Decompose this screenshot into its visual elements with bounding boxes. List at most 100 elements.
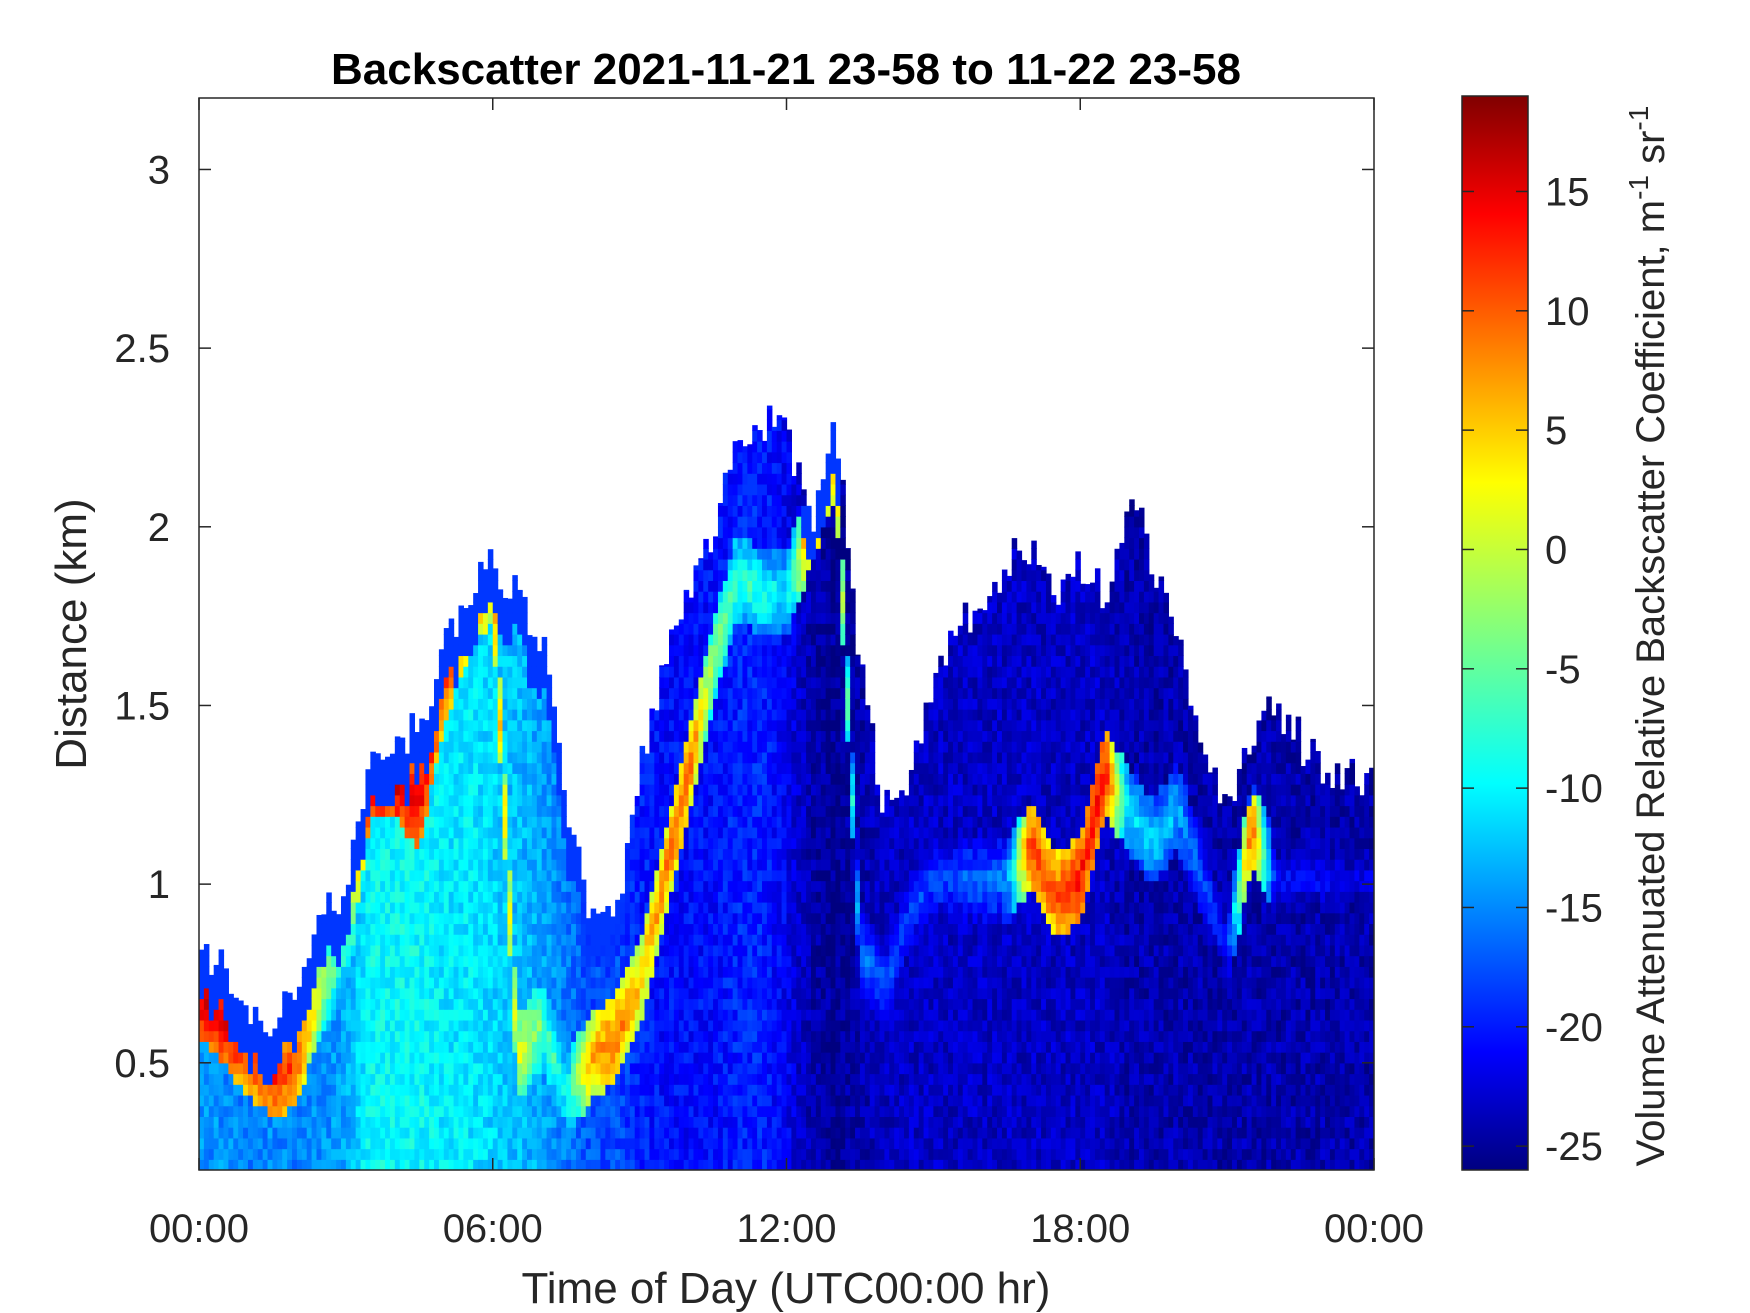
heatmap-cell [380, 1073, 386, 1085]
heatmap-cell [375, 1148, 381, 1160]
heatmap-cell [448, 773, 455, 785]
heatmap-cell [448, 880, 455, 892]
heatmap-cell [541, 751, 548, 764]
heatmap-cell [247, 1084, 254, 1096]
heatmap-cell [458, 644, 464, 657]
heatmap-cell [531, 891, 538, 903]
heatmap-cell [791, 773, 797, 785]
heatmap-cell [394, 1137, 401, 1150]
heatmap-cell [257, 1127, 264, 1139]
heatmap-cell [561, 1137, 567, 1150]
heatmap-cell [385, 923, 391, 935]
heatmap-cell [732, 537, 739, 549]
heatmap-cell [742, 548, 748, 560]
heatmap-cell [527, 635, 533, 646]
heatmap-cell [370, 902, 376, 914]
heatmap-cell [615, 987, 621, 1000]
heatmap-cell [340, 934, 347, 946]
heatmap-cell [272, 1073, 278, 1085]
heatmap-cell [722, 848, 729, 860]
heatmap-cell [482, 1030, 489, 1042]
heatmap-cell [522, 1148, 528, 1160]
heatmap-cell [669, 1105, 675, 1117]
heatmap-cell [566, 977, 572, 989]
heatmap-cell [536, 784, 543, 796]
heatmap-cell [727, 698, 734, 710]
heatmap-cell [536, 1148, 543, 1160]
heatmap-cell [492, 891, 499, 903]
heatmap-cell [644, 1019, 651, 1032]
heatmap-cell [546, 987, 553, 1000]
heatmap-cell [781, 923, 788, 935]
heatmap-cell [443, 1009, 450, 1021]
heatmap-cell [512, 848, 518, 860]
heatmap-cell [199, 1073, 205, 1085]
heatmap-cell [517, 869, 523, 882]
heatmap-cell [414, 966, 420, 978]
heatmap-cell [340, 1148, 347, 1160]
heatmap-cell [340, 1052, 347, 1064]
heatmap-cell [492, 805, 499, 817]
heatmap-cell [468, 655, 474, 667]
heatmap-cell [443, 1094, 450, 1107]
heatmap-cell [556, 1116, 562, 1128]
heatmap-cell [345, 902, 352, 914]
heatmap-cell [434, 1105, 440, 1117]
heatmap-cell [267, 1062, 274, 1075]
heatmap-cell [478, 1019, 484, 1032]
heatmap-cell [365, 1041, 371, 1053]
heatmap-cell [683, 912, 690, 925]
heatmap-cell [267, 1073, 274, 1085]
heatmap-cell [443, 1062, 450, 1075]
heatmap-cell [203, 1105, 210, 1117]
heatmap-cell [737, 462, 744, 474]
heatmap-cell [243, 1073, 249, 1085]
heatmap-cell [478, 1159, 484, 1170]
heatmap-cell [683, 955, 690, 967]
heatmap-cell [296, 1116, 303, 1128]
heatmap-cell [781, 784, 788, 796]
heatmap-cell [708, 730, 714, 742]
heatmap-cell [747, 473, 753, 485]
heatmap-cell [492, 1062, 499, 1075]
heatmap-cell [213, 1052, 220, 1064]
heatmap-cell [375, 837, 381, 849]
heatmap-cell [238, 1073, 244, 1085]
heatmap-cell [507, 1159, 513, 1170]
heatmap-cell [541, 987, 548, 1000]
heatmap-cell [531, 944, 538, 957]
heatmap-cell [683, 934, 690, 946]
heatmap-cell [600, 987, 606, 1000]
heatmap-cell [468, 923, 474, 935]
heatmap-cell [771, 1030, 778, 1042]
heatmap-cell [551, 1159, 557, 1170]
heatmap-cell [463, 762, 469, 774]
heatmap-cell [639, 1148, 646, 1160]
heatmap-cell [536, 848, 543, 860]
heatmap-cell [463, 923, 469, 935]
heatmap-cell [791, 1105, 797, 1117]
heatmap-cell [605, 1030, 611, 1042]
heatmap-cell [688, 1062, 695, 1075]
heatmap-cell [781, 516, 788, 528]
heatmap-cell [669, 805, 675, 817]
heatmap-cell [757, 784, 763, 796]
heatmap-cell [527, 848, 533, 860]
heatmap-cell [238, 1094, 244, 1107]
heatmap-cell [551, 1137, 557, 1150]
heatmap-cell [566, 912, 572, 925]
heatmap-cell [688, 1009, 695, 1021]
heatmap-cell [473, 880, 479, 892]
heatmap-cell [443, 1159, 450, 1170]
heatmap-cell [673, 912, 680, 925]
heatmap-cell [713, 601, 719, 614]
heatmap-cell [522, 1137, 528, 1150]
heatmap-cell [316, 987, 322, 1000]
heatmap-cell [708, 558, 714, 571]
heatmap-cell [654, 1127, 660, 1139]
heatmap-cell [512, 955, 518, 967]
heatmap-cell [487, 591, 494, 603]
heatmap-cell [497, 837, 504, 849]
heatmap-cell [762, 655, 768, 667]
heatmap-cell [370, 837, 376, 849]
